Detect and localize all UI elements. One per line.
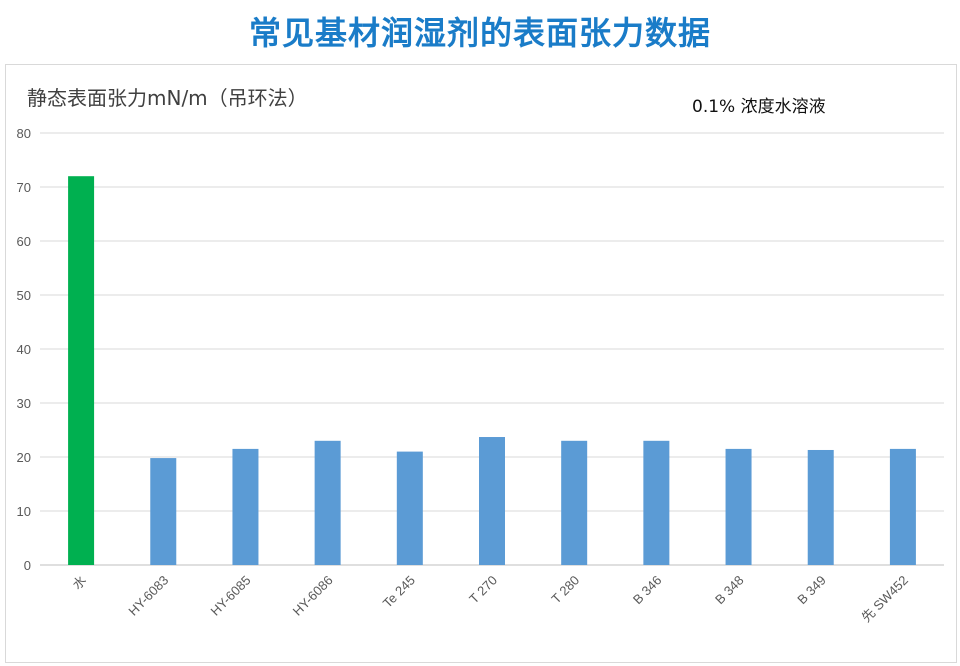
x-tick-label: T 270 [466, 573, 500, 607]
y-tick-label: 80 [17, 126, 31, 141]
y-ticks: 0 10 20 30 40 50 60 70 80 [17, 126, 31, 573]
x-tick-label: B 349 [794, 573, 829, 608]
x-tick-label: 水 [69, 573, 89, 593]
x-tick-label: HY-6085 [208, 573, 254, 619]
y-tick-label: 50 [17, 288, 31, 303]
bar [643, 440, 670, 565]
y-tick-label: 70 [17, 180, 31, 195]
x-tick-label: B 348 [712, 573, 747, 608]
bar [150, 458, 177, 565]
bars [68, 176, 916, 565]
x-tick-label: B 346 [630, 573, 665, 608]
bar [807, 449, 834, 565]
x-tick-label: HY-6086 [290, 573, 336, 619]
bar [479, 437, 505, 565]
y-tick-label: 10 [17, 504, 31, 519]
x-ticks: 水 HY-6083 HY-6085 HY-6086 Te 245 T 270 T 280 B … [69, 573, 911, 626]
x-tick-label: 先 SW452 [859, 573, 912, 626]
y-tick-label: 60 [17, 234, 31, 249]
y-tick-label: 0 [24, 558, 31, 573]
y-axis-label: 静态表面张力mN/m（吊环法） [27, 86, 308, 110]
y-tick-label: 40 [17, 342, 31, 357]
bar [396, 451, 423, 565]
concentration-note: 0.1% 浓度水溶液 [692, 97, 826, 117]
bar [725, 448, 752, 565]
x-tick-label: Te 245 [380, 573, 418, 611]
bar [889, 448, 916, 565]
chart-title: 常见基材润湿剂的表面张力数据 [248, 14, 711, 52]
x-tick-label: HY-6083 [125, 573, 171, 619]
bar [314, 440, 341, 565]
bar [561, 440, 588, 565]
bar [68, 176, 95, 565]
y-tick-label: 20 [17, 450, 31, 465]
y-tick-label: 30 [17, 396, 31, 411]
x-tick-label: T 280 [548, 573, 582, 607]
bar [232, 448, 259, 565]
